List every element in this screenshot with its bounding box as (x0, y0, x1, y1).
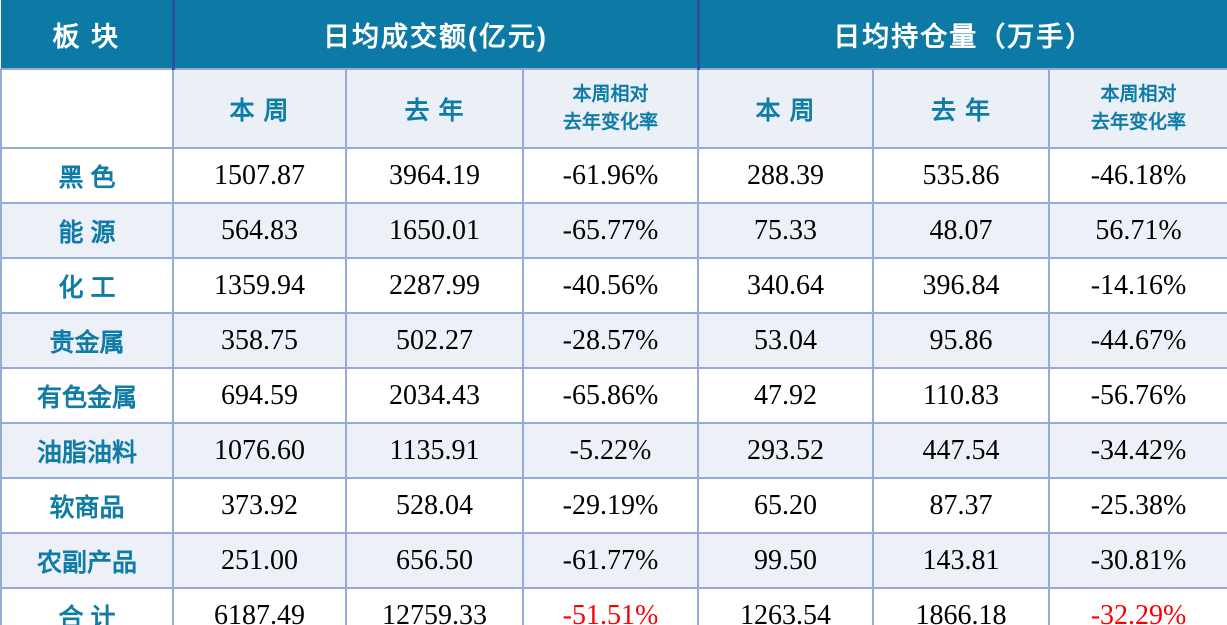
value-cell: 53.04 (697, 312, 875, 369)
value-cell: 1359.94 (172, 257, 347, 314)
table-row: 黑 色 1507.87 3964.19 -61.96% 288.39 535.8… (0, 147, 1227, 204)
value-cell: 340.64 (697, 257, 875, 314)
turnover-lastyear-header: 去 年 (345, 68, 524, 149)
change-header-line2: 去年变化率 (563, 111, 659, 133)
table-row: 能 源 564.83 1650.01 -65.77% 75.33 48.07 5… (0, 202, 1227, 259)
sector-column-header: 板 块 (1, 0, 175, 70)
table-row: 有色金属 694.59 2034.43 -65.86% 47.92 110.83… (0, 367, 1227, 424)
oi-change-header: 本周相对 去年变化率 (1048, 68, 1227, 149)
value-cell: 6187.49 (172, 587, 347, 625)
change-header-line1: 本周相对 (572, 83, 649, 105)
value-cell: 694.59 (172, 367, 347, 424)
value-cell: -14.16% (1048, 257, 1227, 314)
value-cell: 12759.33 (345, 587, 524, 625)
value-cell: 3964.19 (345, 147, 524, 204)
table-row: 油脂油料 1076.60 1135.91 -5.22% 293.52 447.5… (0, 422, 1227, 479)
value-cell: -25.38% (1048, 477, 1227, 534)
value-cell: -5.22% (521, 422, 700, 479)
oi-lastyear-header: 去 年 (872, 68, 1051, 149)
sub-header-row: 本 周 去 年 本周相对 去年变化率 本 周 去 年 本周相对 去年变化率 (0, 68, 1227, 149)
value-cell: 143.81 (872, 532, 1051, 589)
table-row: 化 工 1359.94 2287.99 -40.56% 340.64 396.8… (0, 257, 1227, 314)
value-cell: 65.20 (697, 477, 875, 534)
value-cell: 56.71% (1048, 202, 1227, 259)
value-cell: 75.33 (697, 202, 875, 259)
value-cell: 656.50 (345, 532, 524, 589)
value-cell: 564.83 (172, 202, 347, 259)
sector-cell: 油脂油料 (0, 422, 174, 479)
sector-cell: 有色金属 (0, 367, 174, 424)
value-cell-total-change: -51.51% (521, 587, 700, 625)
value-cell: 1076.60 (172, 422, 347, 479)
value-cell: 528.04 (345, 477, 524, 534)
sector-cell: 能 源 (0, 202, 174, 259)
value-cell: 288.39 (697, 147, 875, 204)
value-cell: 95.86 (872, 312, 1051, 369)
value-cell: 502.27 (345, 312, 524, 369)
value-cell: 87.37 (872, 477, 1051, 534)
table-row: 贵金属 358.75 502.27 -28.57% 53.04 95.86 -4… (0, 312, 1227, 369)
oi-week-header: 本 周 (697, 68, 875, 149)
value-cell: -61.96% (521, 147, 700, 204)
group-header-row: 板 块 日均成交额(亿元) 日均持仓量（万手） (1, 0, 1227, 70)
value-cell: 1650.01 (345, 202, 524, 259)
value-cell-total-change: -32.29% (1048, 587, 1227, 625)
sector-cell: 化 工 (0, 257, 174, 314)
value-cell: 2287.99 (345, 257, 524, 314)
sector-cell: 合 计 (0, 587, 174, 625)
value-cell: -40.56% (521, 257, 700, 314)
value-cell: 99.50 (697, 532, 875, 589)
value-cell: 358.75 (172, 312, 347, 369)
value-cell: 447.54 (872, 422, 1051, 479)
value-cell: 1263.54 (697, 587, 875, 625)
turnover-group-header: 日均成交额(亿元) (173, 0, 700, 70)
table-row: 软商品 373.92 528.04 -29.19% 65.20 87.37 -2… (0, 477, 1227, 534)
value-cell: -44.67% (1048, 312, 1227, 369)
value-cell: -34.42% (1048, 422, 1227, 479)
value-cell: -30.81% (1048, 532, 1227, 589)
value-cell: -65.86% (521, 367, 700, 424)
sector-cell: 贵金属 (0, 312, 174, 369)
blank-corner-cell (0, 68, 174, 149)
sector-cell: 农副产品 (0, 532, 174, 589)
value-cell: 373.92 (172, 477, 347, 534)
value-cell: -29.19% (521, 477, 700, 534)
change-header-line2: 去年变化率 (1091, 111, 1187, 133)
value-cell: 1866.18 (872, 587, 1051, 625)
value-cell: 251.00 (172, 532, 347, 589)
open-interest-group-header: 日均持仓量（万手） (698, 0, 1227, 70)
value-cell: -46.18% (1048, 147, 1227, 204)
value-cell: 1135.91 (345, 422, 524, 479)
value-cell: 2034.43 (345, 367, 524, 424)
value-cell: -61.77% (521, 532, 700, 589)
turnover-week-header: 本 周 (172, 68, 347, 149)
value-cell: 1507.87 (172, 147, 347, 204)
change-header-line1: 本周相对 (1100, 83, 1177, 105)
value-cell: 293.52 (697, 422, 875, 479)
sector-cell: 黑 色 (0, 147, 174, 204)
sector-cell: 软商品 (0, 477, 174, 534)
value-cell: -65.77% (521, 202, 700, 259)
value-cell: 48.07 (872, 202, 1051, 259)
value-cell: 47.92 (697, 367, 875, 424)
table-row: 农副产品 251.00 656.50 -61.77% 99.50 143.81 … (0, 532, 1227, 589)
value-cell: -56.76% (1048, 367, 1227, 424)
table-row-total: 合 计 6187.49 12759.33 -51.51% 1263.54 186… (0, 587, 1227, 625)
value-cell: 396.84 (872, 257, 1051, 314)
value-cell: 535.86 (872, 147, 1051, 204)
value-cell: 110.83 (872, 367, 1051, 424)
turnover-change-header: 本周相对 去年变化率 (521, 68, 700, 149)
value-cell: -28.57% (521, 312, 700, 369)
